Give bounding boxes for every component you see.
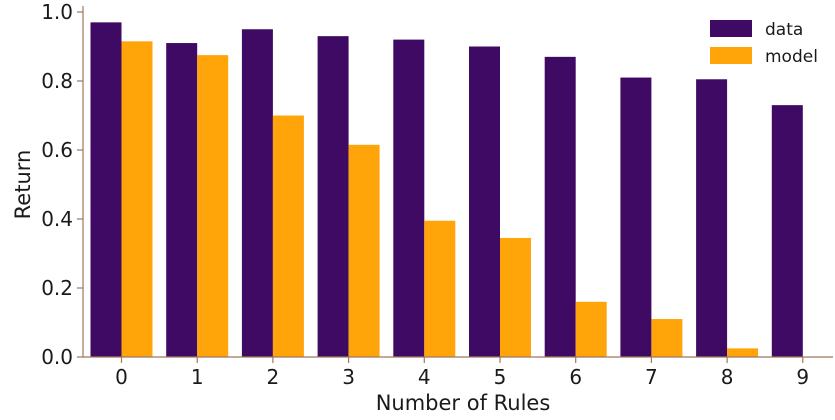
x-tick-label: 7 xyxy=(645,365,658,389)
bar-model-6 xyxy=(575,301,607,357)
legend-swatch-model xyxy=(710,47,752,64)
bar-data-2 xyxy=(241,29,273,357)
bar-model-4 xyxy=(424,220,456,357)
bar-data-1 xyxy=(166,43,198,358)
bar-data-5 xyxy=(469,46,500,357)
bar-data-7 xyxy=(620,77,652,358)
y-ticks: 0.0 0.2 0.4 0.6 0.8 1.0 xyxy=(41,0,83,369)
legend: data model xyxy=(710,20,818,67)
x-tick-label: 0 xyxy=(115,365,128,389)
bar-model-8 xyxy=(727,348,759,357)
x-tick-label: 2 xyxy=(267,365,280,389)
bar-model-3 xyxy=(348,144,380,357)
bar-model-7 xyxy=(651,319,683,357)
y-tick-label: 0.2 xyxy=(41,276,73,300)
bars-group xyxy=(90,22,803,358)
bar-model-1 xyxy=(197,55,229,357)
x-tick-label: 5 xyxy=(494,365,507,389)
y-tick-label: 0.4 xyxy=(41,207,73,231)
bar-model-5 xyxy=(500,237,531,357)
bar-model-0 xyxy=(121,41,153,357)
legend-swatch-data xyxy=(710,20,752,37)
x-tick-label: 9 xyxy=(796,365,809,389)
bar-data-9 xyxy=(771,105,803,358)
x-axis-label: Number of Rules xyxy=(376,391,551,415)
y-tick-label: 0.0 xyxy=(41,345,73,369)
bar-data-3 xyxy=(317,36,349,358)
bar-data-4 xyxy=(393,39,425,357)
bar-data-8 xyxy=(696,79,728,358)
y-tick-label: 0.6 xyxy=(41,138,73,162)
x-tick-label: 8 xyxy=(721,365,734,389)
legend-label-model: model xyxy=(765,47,818,67)
x-ticks: 0 1 2 3 4 5 6 7 8 9 xyxy=(115,357,809,389)
bar-data-0 xyxy=(90,22,122,357)
bar-data-6 xyxy=(544,56,576,357)
x-tick-label: 4 xyxy=(418,365,431,389)
legend-label-data: data xyxy=(765,20,803,40)
x-tick-label: 1 xyxy=(191,365,204,389)
axes-group xyxy=(82,6,833,358)
y-tick-label: 0.8 xyxy=(41,69,73,93)
bar-model-2 xyxy=(272,115,304,357)
y-axis-label: Return xyxy=(11,150,35,220)
y-tick-label: 1.0 xyxy=(41,0,73,24)
x-tick-label: 6 xyxy=(569,365,582,389)
x-tick-label: 3 xyxy=(342,365,355,389)
